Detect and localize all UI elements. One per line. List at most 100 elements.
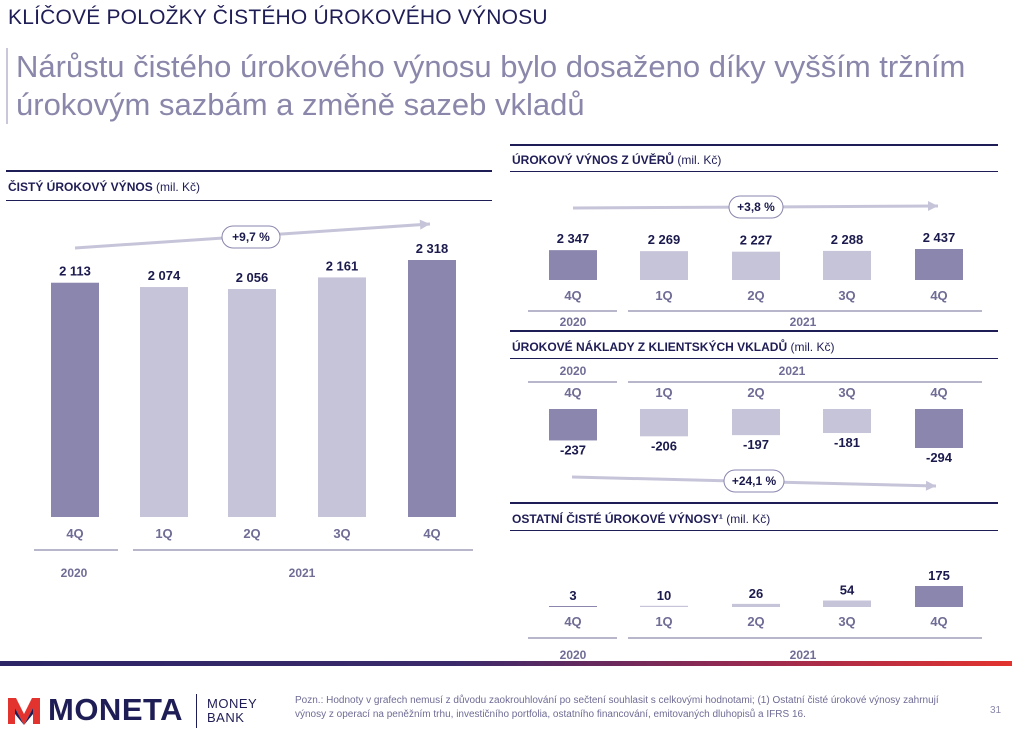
deposits-year-2021: 2021 bbox=[779, 364, 806, 378]
deposits-value-1: -237 bbox=[560, 442, 586, 457]
other-value-5: 175 bbox=[928, 568, 950, 583]
panel4-bottom-rule bbox=[510, 530, 998, 531]
deposits-category-4: 3Q bbox=[838, 385, 855, 400]
deposits-value-3: -197 bbox=[743, 437, 769, 452]
nii-value-2: 2 074 bbox=[148, 268, 181, 283]
loans-bar-2 bbox=[640, 251, 688, 280]
nii-change-badge bbox=[221, 225, 281, 249]
panel2-title-text: ÚROKOVÝ VÝNOS Z ÚVĚRŮ bbox=[512, 153, 675, 167]
deposits-bar-5 bbox=[915, 409, 963, 448]
loans-bar-1 bbox=[549, 250, 597, 280]
other-bar-2 bbox=[640, 605, 688, 607]
moneta-mark-icon bbox=[8, 698, 40, 725]
other-value-2: 10 bbox=[657, 588, 671, 603]
nii-category-1: 4Q bbox=[66, 526, 83, 541]
deposits-change-label: +24,1 % bbox=[732, 474, 777, 488]
loans-category-4: 3Q bbox=[838, 288, 855, 303]
nii-year-2020: 2020 bbox=[61, 566, 88, 580]
loans-category-1: 4Q bbox=[564, 288, 581, 303]
deposits-value-2: -206 bbox=[651, 438, 677, 453]
nii-bar-5 bbox=[408, 260, 456, 517]
loans-value-2: 2 269 bbox=[648, 232, 681, 247]
panel4-title: OSTATNÍ ČISTÉ ÚROKOVÉ VÝNOSY¹ (mil. Kč) bbox=[512, 512, 770, 526]
panel3-title: ÚROKOVÉ NÁKLADY Z KLIENTSKÝCH VKLADŮ (mi… bbox=[512, 340, 834, 354]
nii-category-3: 2Q bbox=[243, 526, 260, 541]
logo-separator bbox=[196, 694, 197, 728]
deposits-value-5: -294 bbox=[926, 450, 953, 465]
loans-bar-5 bbox=[915, 249, 963, 280]
panel1-title-text: ČISTÝ ÚROKOVÝ VÝNOS bbox=[8, 180, 153, 194]
other-bar-3 bbox=[732, 603, 780, 607]
loans-bar-4 bbox=[823, 250, 871, 280]
other-category-3: 2Q bbox=[747, 614, 764, 629]
logo-subtitle: MONEY BANK bbox=[207, 697, 257, 725]
logo-wordmark: MONETA bbox=[48, 692, 184, 727]
nii-year-2021: 2021 bbox=[289, 566, 316, 580]
nii-bar-4 bbox=[318, 277, 366, 517]
deposits-category-5: 4Q bbox=[930, 385, 947, 400]
nii-bar-1 bbox=[51, 282, 99, 517]
panel1-top-rule bbox=[6, 170, 492, 172]
other-category-2: 1Q bbox=[655, 614, 672, 629]
nii-value-5: 2 318 bbox=[416, 241, 449, 256]
other-year-2020: 2020 bbox=[560, 648, 587, 662]
other-category-5: 4Q bbox=[930, 614, 947, 629]
panel3-top-rule bbox=[510, 330, 998, 332]
other-bar-5 bbox=[915, 586, 963, 607]
footer-gradient-rule bbox=[0, 661, 1012, 666]
nii-category-2: 1Q bbox=[155, 526, 172, 541]
nii-bar-2 bbox=[140, 287, 188, 517]
footnote: Pozn.: Hodnoty v grafech nemusí z důvodu… bbox=[295, 695, 939, 720]
loans-value-5: 2 437 bbox=[923, 230, 956, 245]
nii-bar-3 bbox=[228, 289, 276, 517]
loans-category-2: 1Q bbox=[655, 288, 672, 303]
page-number: 31 bbox=[990, 705, 1002, 716]
deposits-bar-1 bbox=[549, 409, 597, 441]
other-year-2021: 2021 bbox=[790, 648, 817, 662]
panel2-unit: (mil. Kč) bbox=[677, 153, 722, 167]
loans-year-2021: 2021 bbox=[790, 315, 817, 329]
deposits-bar-3 bbox=[732, 409, 780, 436]
nii-change-label: +9,7 % bbox=[232, 230, 270, 244]
slide-headline: Nárůstu čistého úrokového výnosu bylo do… bbox=[16, 49, 966, 122]
loans-category-5: 4Q bbox=[930, 288, 947, 303]
other-value-1: 3 bbox=[569, 588, 576, 603]
other-bar-1 bbox=[549, 606, 597, 607]
loans-category-3: 2Q bbox=[747, 288, 764, 303]
loans-value-3: 2 227 bbox=[740, 233, 773, 248]
deposits-category-2: 1Q bbox=[655, 385, 672, 400]
panel1-title: ČISTÝ ÚROKOVÝ VÝNOS (mil. Kč) bbox=[8, 180, 200, 194]
panel1-unit: (mil. Kč) bbox=[156, 180, 201, 194]
other-category-4: 3Q bbox=[838, 614, 855, 629]
other-value-4: 54 bbox=[840, 583, 855, 598]
panel3-bottom-rule bbox=[510, 358, 998, 359]
logo-sub-line-1: MONEY bbox=[207, 696, 258, 711]
deposits-bar-4 bbox=[823, 409, 871, 434]
nii-trend-arrow-head bbox=[419, 219, 430, 230]
nii-category-4: 3Q bbox=[333, 526, 350, 541]
other-value-3: 26 bbox=[749, 586, 763, 601]
loans-bar-3 bbox=[732, 251, 780, 280]
deposits-value-4: -181 bbox=[834, 435, 860, 450]
nii-value-1: 2 113 bbox=[59, 264, 91, 279]
panel4-top-rule bbox=[510, 502, 998, 504]
deposits-category-3: 2Q bbox=[747, 385, 764, 400]
deposits-trend-arrow-head bbox=[925, 480, 936, 491]
panel2-top-rule bbox=[510, 144, 998, 146]
loans-trend-arrow-head bbox=[927, 201, 938, 212]
panel4-unit: (mil. Kč) bbox=[726, 512, 771, 526]
panel3-title-text: ÚROKOVÉ NÁKLADY Z KLIENTSKÝCH VKLADŮ bbox=[512, 340, 788, 354]
moneta-logo: MONETA bbox=[6, 692, 183, 728]
logo-sub-line-2: BANK bbox=[207, 710, 245, 725]
slide-kicker: KLÍČOVÉ POLOŽKY ČISTÉHO ÚROKOVÉHO VÝNOSU bbox=[8, 6, 548, 29]
deposits-year-2020: 2020 bbox=[560, 364, 587, 378]
headline-accent-bar bbox=[6, 48, 8, 124]
loans-change-label: +3,8 % bbox=[737, 200, 775, 214]
nii-category-5: 4Q bbox=[423, 526, 440, 541]
loans-value-4: 2 288 bbox=[831, 232, 864, 247]
other-bar-4 bbox=[823, 600, 871, 607]
other-category-1: 4Q bbox=[564, 614, 581, 629]
loans-value-1: 2 347 bbox=[557, 231, 590, 246]
deposits-change-badge bbox=[723, 469, 785, 493]
